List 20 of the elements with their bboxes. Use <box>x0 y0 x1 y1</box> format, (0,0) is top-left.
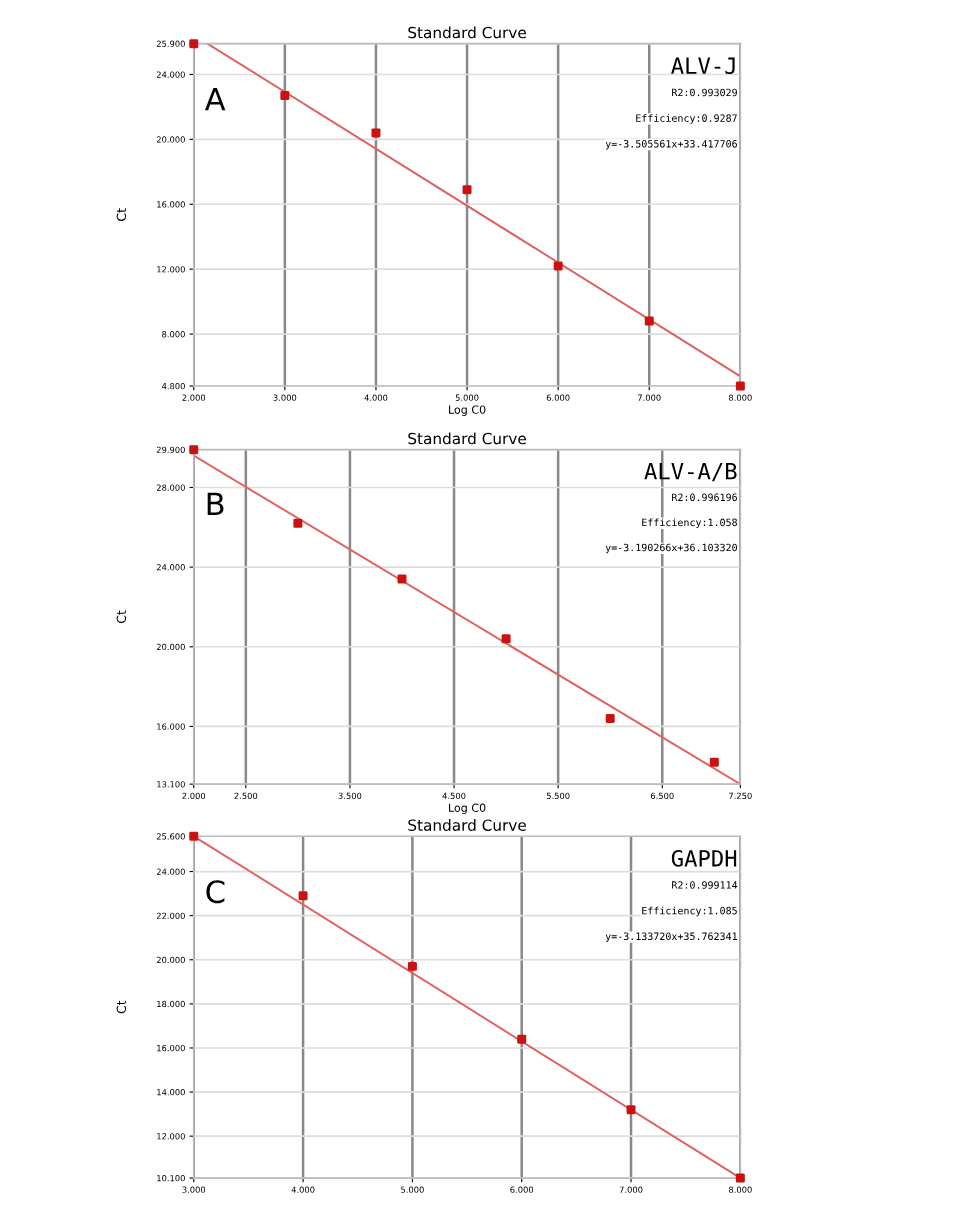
annotation: GAPDH <box>671 849 737 867</box>
annotation: ALV-A/B <box>644 463 737 482</box>
point <box>280 91 290 101</box>
annotation: C <box>206 880 225 904</box>
point <box>462 185 472 195</box>
point <box>709 757 719 767</box>
point <box>517 1034 527 1044</box>
annotation: ALV-J <box>671 57 735 75</box>
point <box>626 1105 636 1115</box>
point <box>605 713 615 723</box>
annotation: B <box>207 492 224 515</box>
point <box>553 261 563 271</box>
point <box>644 316 654 326</box>
point <box>407 961 417 971</box>
point <box>501 634 511 644</box>
point <box>371 128 381 138</box>
point <box>293 518 303 528</box>
point <box>397 574 407 584</box>
annotation: A <box>204 87 226 111</box>
point <box>298 891 308 901</box>
